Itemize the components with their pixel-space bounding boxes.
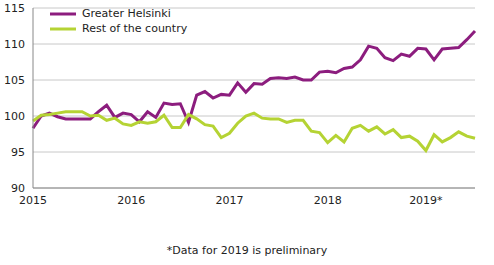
svg-text:2019*: 2019* [409, 194, 443, 207]
svg-text:110: 110 [8, 38, 25, 51]
svg-text:90: 90 [11, 182, 25, 195]
svg-text:2015: 2015 [19, 194, 47, 207]
html-text:Rest of the country: Rest of the country [82, 22, 188, 35]
svg-text:2016: 2016 [117, 194, 145, 207]
svg-text:115: 115 [8, 2, 25, 15]
svg-text:100: 100 [8, 110, 25, 123]
svg-text:105: 105 [8, 74, 25, 87]
svg-text:2018: 2018 [314, 194, 342, 207]
html-text:*Data for 2019 is preliminary: *Data for 2019 is preliminary [166, 244, 328, 257]
svg-text:95: 95 [11, 146, 25, 159]
svg-text:2017: 2017 [215, 194, 243, 207]
html-text:Greater Helsinki: Greater Helsinki [82, 7, 171, 20]
